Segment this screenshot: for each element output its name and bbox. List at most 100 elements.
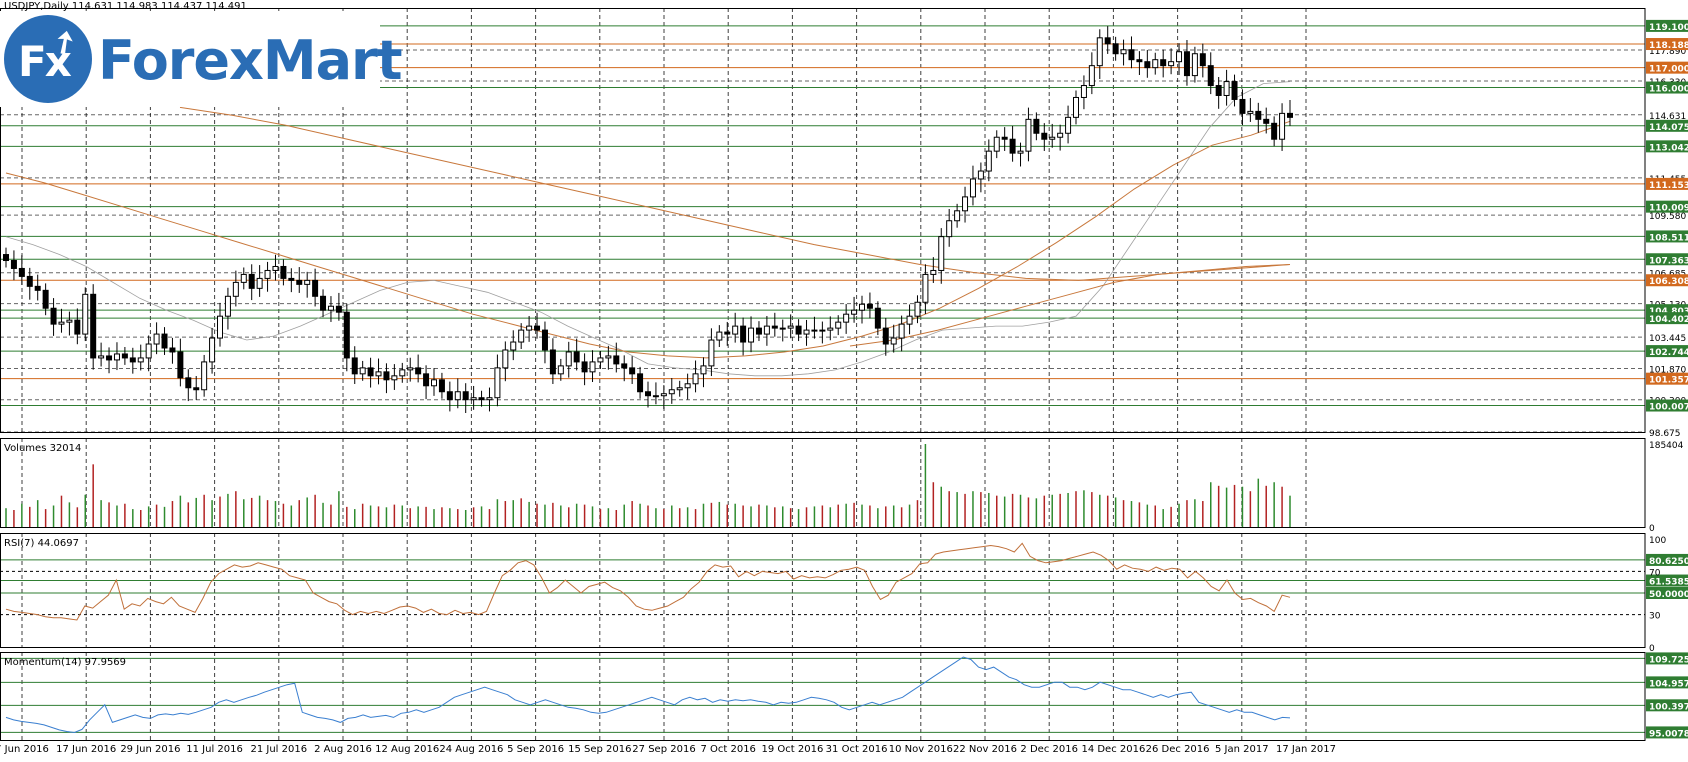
candle-body xyxy=(113,353,120,361)
candle-body xyxy=(851,309,858,315)
candle-body xyxy=(700,365,707,375)
rsi-level-tag xyxy=(1646,587,1688,599)
candle-body xyxy=(129,357,136,363)
price-level-label: 104.402 xyxy=(1649,315,1688,325)
price-level-label: 117.000 xyxy=(1649,65,1688,75)
candle-body xyxy=(748,327,755,343)
momentum-level-tag xyxy=(1646,726,1688,739)
candle-body xyxy=(938,236,945,271)
momentum-pane-title: Momentum(14) 97.9569 xyxy=(4,657,127,668)
candle-body xyxy=(827,327,834,331)
rsi-tick-label: 70 xyxy=(1649,568,1661,578)
price-level-tag xyxy=(1646,372,1688,385)
volume-tick-label: 0 xyxy=(1649,524,1655,534)
rsi-layer xyxy=(0,542,1645,621)
candle-body xyxy=(169,347,176,353)
candle-body xyxy=(280,265,287,279)
x-tick-label: 2 Aug 2016 xyxy=(314,744,372,755)
candle-body xyxy=(327,305,334,311)
candle-body xyxy=(1168,61,1175,67)
rsi-level-label: 80.6250 xyxy=(1649,557,1688,567)
candle-body xyxy=(431,379,437,387)
volume-layer xyxy=(5,444,1291,527)
candle-body xyxy=(1223,81,1230,96)
candle-body xyxy=(1057,132,1064,138)
candle-body xyxy=(359,367,366,375)
candle-body xyxy=(1215,85,1222,96)
candle-body xyxy=(668,389,675,395)
candle-body xyxy=(534,325,541,331)
candle-body xyxy=(232,281,239,297)
price-level-label: 100.007 xyxy=(1649,403,1688,413)
candle-body xyxy=(1247,110,1254,114)
candle-body xyxy=(573,351,580,363)
candle-body xyxy=(1183,51,1190,77)
candle-body xyxy=(565,351,572,367)
momentum-level-tag xyxy=(1646,699,1688,712)
candle-body xyxy=(1263,118,1270,124)
candle-body xyxy=(391,375,398,381)
pane-frame-1 xyxy=(0,438,1646,528)
candle-body xyxy=(819,329,826,332)
price-level-tag xyxy=(1646,19,1688,32)
candle-body xyxy=(502,349,509,369)
candle-body xyxy=(98,355,105,359)
price-level-tag xyxy=(1646,274,1688,287)
candle-body xyxy=(1112,43,1119,55)
x-tick-label: 24 Aug 2016 xyxy=(439,744,503,755)
candle-body xyxy=(1104,37,1111,45)
candle-body xyxy=(240,273,247,283)
logo-circle-icon: Fx ➚ xyxy=(4,15,92,103)
candle-body xyxy=(248,273,255,289)
candle-body xyxy=(1136,59,1143,63)
price-level-label: 114.075 xyxy=(1649,123,1688,133)
candle-body xyxy=(217,315,223,339)
candle-body xyxy=(177,351,184,379)
candle-body xyxy=(779,327,786,330)
candle-body xyxy=(1065,116,1072,134)
candle-body xyxy=(684,383,691,389)
candle-body xyxy=(50,307,57,325)
price-level-tag xyxy=(1646,177,1688,190)
candle-body xyxy=(454,391,461,401)
candle-body xyxy=(320,295,327,311)
y-tick-label: 101.870 xyxy=(1649,365,1686,375)
candle-body xyxy=(787,325,794,329)
candle-body xyxy=(843,313,850,323)
price-level-tag xyxy=(1646,81,1688,94)
candle-body xyxy=(415,367,422,375)
candle-body xyxy=(835,321,842,329)
candle-body xyxy=(557,365,564,375)
y-tick-label: 114.631 xyxy=(1649,112,1686,122)
candle-body xyxy=(977,170,984,180)
candle-body xyxy=(367,367,374,377)
candle-body xyxy=(3,254,9,262)
y-tick-label: 117.890 xyxy=(1649,47,1686,57)
candle-body xyxy=(423,373,430,387)
price-level-tag xyxy=(1646,399,1688,412)
candle-body xyxy=(946,220,953,238)
price-level-label: 106.308 xyxy=(1649,277,1688,287)
candle-body xyxy=(399,369,406,377)
candle-body xyxy=(486,397,493,401)
x-tick-label: 14 Dec 2016 xyxy=(1081,744,1145,755)
candle-body xyxy=(605,355,612,359)
candle-body xyxy=(708,339,715,367)
candle-body xyxy=(732,325,739,335)
price-level-label: 102.744 xyxy=(1649,348,1688,358)
price-level-label: 118.188 xyxy=(1649,41,1688,51)
candle-body xyxy=(1207,65,1214,87)
x-tick-label: 7 Oct 2016 xyxy=(700,744,755,755)
candle-body xyxy=(351,357,358,375)
candle-body xyxy=(795,325,802,335)
candle-body xyxy=(137,357,144,363)
candle-body xyxy=(66,319,73,323)
candle-body xyxy=(866,303,873,309)
candle-body xyxy=(1120,49,1127,55)
candle-body xyxy=(312,279,319,297)
candle-body xyxy=(478,397,485,401)
candle-body xyxy=(993,136,1000,152)
candle-body xyxy=(438,379,445,393)
momentum-level-label: 100.3972 xyxy=(1649,702,1688,712)
